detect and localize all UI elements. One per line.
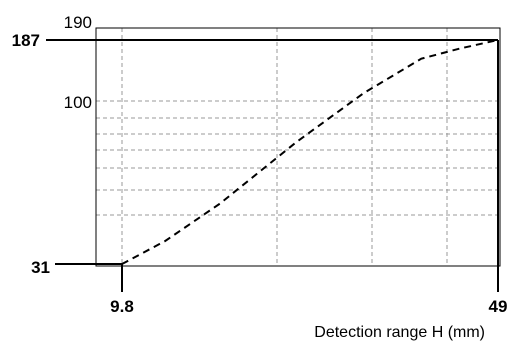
y-tick-label-187: 187 (12, 31, 40, 50)
grid-lines (96, 28, 500, 266)
plot-frame (95, 27, 501, 267)
y-tick-label-100: 100 (64, 93, 92, 112)
x-axis-title: Detection range H (mm) (314, 324, 485, 341)
x-tick-label-49: 49 (489, 297, 508, 316)
series-line-dashed (121, 39, 499, 265)
y-tick-label-31: 31 (31, 258, 50, 277)
x-tick-label-9.8: 9.8 (110, 297, 134, 316)
y-tick-label-190: 190 (64, 13, 92, 32)
reference-lines (46, 39, 499, 292)
